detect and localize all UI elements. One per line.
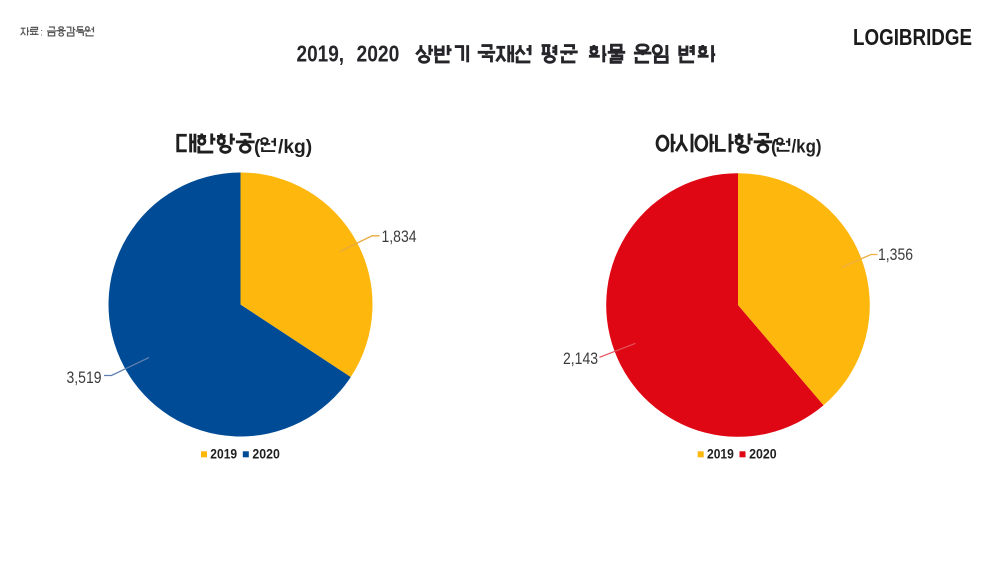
svg-text:(: ( [254, 137, 261, 158]
svg-text:2,143: 2,143 [563, 350, 598, 368]
svg-text:2019: 2019 [707, 445, 734, 461]
svg-text:/kg): /kg) [792, 137, 822, 157]
svg-text:1,834: 1,834 [382, 228, 417, 246]
svg-text:2019,: 2019, [297, 41, 345, 67]
svg-text::: : [40, 27, 43, 38]
svg-text:1,356: 1,356 [878, 246, 913, 264]
svg-text:/kg): /kg) [278, 137, 312, 158]
svg-text:(: ( [771, 137, 777, 157]
svg-text:2019: 2019 [210, 445, 237, 461]
svg-text:LOGIBRIDGE: LOGIBRIDGE [853, 24, 972, 50]
svg-text:3,519: 3,519 [67, 369, 102, 387]
svg-text:2020: 2020 [252, 445, 280, 461]
svg-text:2020: 2020 [749, 445, 777, 461]
svg-text:2020: 2020 [357, 41, 400, 67]
